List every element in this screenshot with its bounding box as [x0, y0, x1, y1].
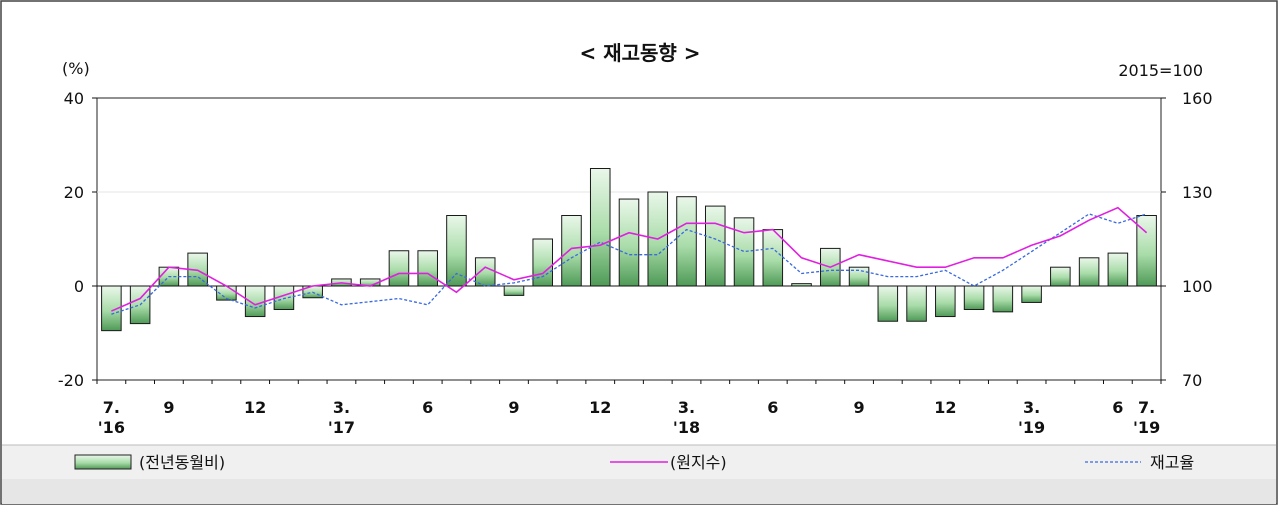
bar [532, 238, 554, 287]
right-axis-ticks: 160 130 100 70 [1161, 89, 1213, 390]
x-tick-label: 9 [853, 398, 864, 417]
bar [762, 229, 784, 287]
bar [561, 215, 582, 287]
right-axis-unit: 2015=100 [1118, 61, 1203, 80]
legend-label-bar: (전년동월비) [139, 453, 225, 472]
x-tick-label: 12 [589, 398, 611, 417]
x-tick-label: 3. [333, 398, 350, 417]
x-tick-label: 7. [1138, 398, 1155, 417]
bar [877, 285, 899, 322]
x-tick-year-label: '16 [98, 418, 125, 437]
x-tick-label: 6 [422, 398, 433, 417]
bar [704, 205, 726, 287]
bar [589, 168, 611, 287]
x-tick-label: 7. [103, 398, 120, 417]
bar [1107, 252, 1129, 287]
bar [446, 215, 467, 287]
bar [417, 250, 438, 287]
bar [388, 250, 410, 287]
bar [733, 217, 755, 287]
right-tick-label: 100 [1182, 277, 1213, 296]
x-tick-label: 9 [163, 398, 174, 417]
x-tick-year-label: '19 [1133, 418, 1160, 437]
x-tick-label: 12 [244, 398, 266, 417]
right-tick-label: 70 [1182, 371, 1202, 390]
right-tick-label: 160 [1182, 89, 1213, 108]
left-axis-ticks: 40 20 0 -20 [58, 89, 97, 390]
bar [1050, 266, 1071, 287]
bar [474, 257, 496, 287]
left-tick-label: -20 [58, 371, 84, 390]
left-tick-label: 0 [74, 277, 84, 296]
bar [906, 285, 927, 322]
x-tick-year-label: '19 [1018, 418, 1045, 437]
inventory-ratio-line [111, 213, 1147, 315]
x-tick-label: 6 [1112, 398, 1123, 417]
left-axis-unit: (%) [62, 59, 90, 78]
bar [618, 198, 640, 287]
bar [992, 285, 1014, 313]
x-tick-label: 12 [934, 398, 956, 417]
right-tick-label: 130 [1182, 183, 1213, 202]
bar [963, 285, 985, 310]
bar [935, 285, 956, 318]
x-tick-label: 3. [678, 398, 695, 417]
left-tick-label: 20 [64, 183, 84, 202]
legend-swatch-bar [74, 454, 132, 470]
x-tick-label: 3. [1023, 398, 1040, 417]
line-series [111, 206, 1148, 315]
bar [1021, 285, 1042, 303]
legend: (전년동월비) (원지수) 재고율 [74, 453, 1194, 472]
bar [1078, 257, 1100, 287]
left-tick-label: 40 [64, 89, 84, 108]
bar [676, 196, 697, 287]
chart-title: < 재고동향 > [579, 41, 700, 65]
legend-label-index: (원지수) [670, 453, 727, 472]
x-tick-label: 9 [508, 398, 519, 417]
x-tick-year-label: '17 [328, 418, 355, 437]
x-tick-label: 6 [767, 398, 778, 417]
x-axis-ticks: 7.'169 12 3.'176 9 12 3.'186 9 12 3.'196 7.'19 [96, 380, 1162, 437]
x-tick-year-label: '18 [673, 418, 700, 437]
footer-band [2, 479, 1276, 504]
bar [503, 285, 525, 296]
legend-label-ratio: 재고율 [1150, 453, 1194, 472]
original-index-line [111, 206, 1148, 312]
